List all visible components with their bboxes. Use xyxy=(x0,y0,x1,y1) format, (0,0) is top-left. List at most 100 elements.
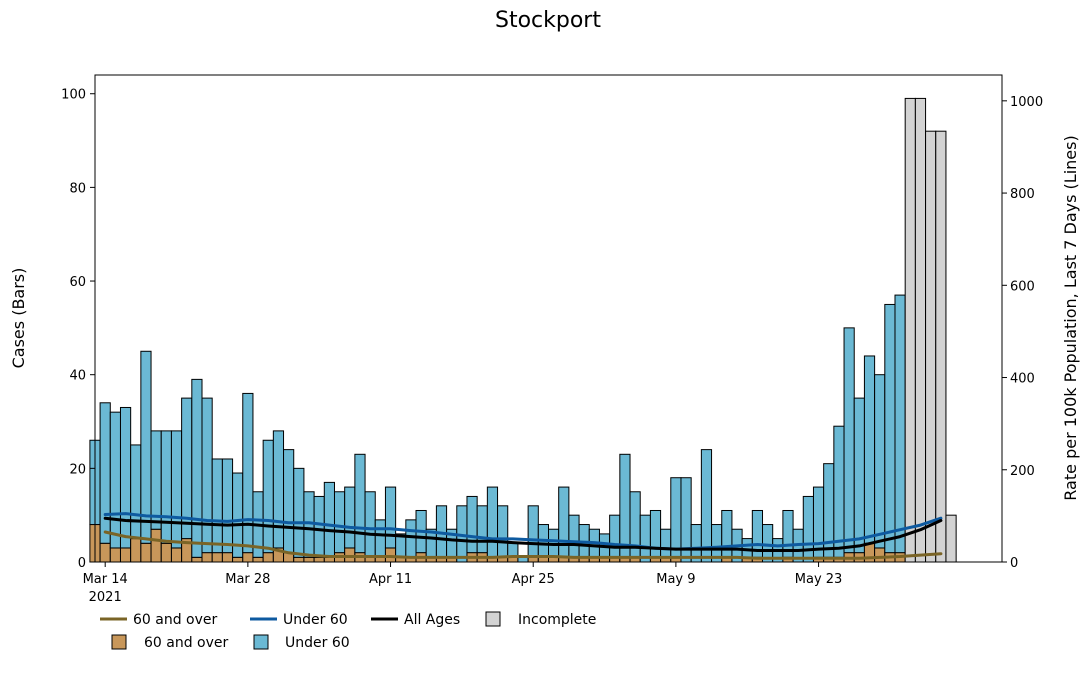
bar-under-60 xyxy=(843,327,855,554)
bar-under-60 xyxy=(486,486,499,558)
legend-bar-under-60-label: Under 60 xyxy=(285,635,350,651)
bar-under-60 xyxy=(262,439,274,554)
legend-item-line-all-ages[interactable]: All Ages xyxy=(371,612,460,628)
bar-under-60 xyxy=(660,528,672,558)
x-tick-sublabel: 2021 xyxy=(89,590,122,605)
x-tick-label: May 23 xyxy=(795,572,843,587)
bar-60-and-over xyxy=(252,556,264,563)
bar-under-60 xyxy=(568,514,580,558)
bar-60-and-over xyxy=(323,556,335,563)
y2-tick-label: 800 xyxy=(1010,187,1035,202)
bar-under-60 xyxy=(894,294,906,554)
bar-incomplete xyxy=(945,514,957,563)
legend: 60 and over Under 60 All Ages Incomplete… xyxy=(100,611,596,651)
legend-item-bar-incomplete[interactable]: Incomplete xyxy=(485,611,596,628)
y-tick-label: 0 xyxy=(78,556,86,571)
bar-60-and-over xyxy=(262,552,274,563)
legend-line-under-60-label: Under 60 xyxy=(283,612,348,628)
legend-item-bar-60-and-over[interactable]: 60 and over xyxy=(111,634,229,651)
x-tick-label: Apr 11 xyxy=(369,572,412,587)
bar-60-and-over xyxy=(293,556,305,563)
bar-under-60 xyxy=(242,392,254,554)
bar-60-and-over xyxy=(150,528,162,563)
legend-item-line-60-and-over[interactable]: 60 and over xyxy=(100,612,218,628)
bar-under-60 xyxy=(609,514,621,558)
bar-under-60 xyxy=(884,303,896,554)
bar-under-60 xyxy=(333,491,346,554)
y2-tick-label: 1000 xyxy=(1010,95,1043,110)
bar-under-60 xyxy=(497,505,509,558)
plot-frame xyxy=(94,74,1003,563)
series-line-under-60 xyxy=(103,512,943,551)
bar-under-60 xyxy=(741,538,753,558)
bar-under-60 xyxy=(527,505,539,558)
bar-incomplete xyxy=(914,97,927,563)
bar-60-and-over xyxy=(242,552,254,563)
bar-under-60 xyxy=(863,355,876,544)
chart-title: Stockport xyxy=(495,8,601,33)
x-tick-label: Mar 14 xyxy=(83,572,128,587)
bar-under-60 xyxy=(466,495,478,554)
bar-60-and-over xyxy=(537,556,549,563)
bars-layer xyxy=(89,97,957,563)
bar-under-60 xyxy=(670,477,682,558)
y-tick-label: 20 xyxy=(69,462,86,477)
bar-under-60 xyxy=(201,397,213,554)
bar-under-60 xyxy=(812,486,825,558)
bar-under-60 xyxy=(700,449,713,563)
bar-under-60 xyxy=(649,509,662,558)
bar-60-and-over xyxy=(160,542,172,563)
lines-layer xyxy=(103,512,943,560)
bar-60-and-over xyxy=(211,552,223,563)
bar-under-60 xyxy=(344,486,356,549)
bar-60-and-over xyxy=(191,556,203,563)
y2-tick-label: 0 xyxy=(1010,556,1018,571)
y2-tick-label: 600 xyxy=(1010,279,1035,294)
bar-under-60 xyxy=(802,495,814,563)
bar-under-60 xyxy=(160,430,172,544)
bar-under-60 xyxy=(130,444,142,540)
bar-60-and-over xyxy=(313,556,325,563)
y-axis-label: Cases (Bars) xyxy=(9,268,28,369)
legend-bar-60-and-over-swatch xyxy=(111,634,127,650)
bar-incomplete xyxy=(904,97,916,563)
bar-under-60 xyxy=(283,449,295,554)
x-tick-label: Mar 28 xyxy=(225,572,270,587)
series-line-all-ages xyxy=(103,516,943,552)
bar-under-60 xyxy=(191,378,203,558)
bar-incomplete xyxy=(935,130,947,563)
bar-under-60 xyxy=(323,481,335,558)
bar-60-and-over xyxy=(130,538,142,563)
bar-under-60 xyxy=(272,430,285,549)
y2-tick-label: 400 xyxy=(1010,372,1035,387)
bar-under-60 xyxy=(374,519,386,558)
y-tick-label: 40 xyxy=(69,369,86,384)
bar-under-60 xyxy=(211,458,223,554)
bar-60-and-over xyxy=(99,542,111,563)
bar-under-60 xyxy=(364,491,376,558)
bar-60-and-over xyxy=(119,547,132,563)
bar-under-60 xyxy=(119,406,132,549)
bar-under-60 xyxy=(853,397,865,554)
bar-incomplete xyxy=(925,130,937,563)
bar-under-60 xyxy=(109,411,121,549)
y-tick-label: 100 xyxy=(61,88,86,103)
legend-bar-60-and-over-label: 60 and over xyxy=(144,635,229,651)
bar-60-and-over xyxy=(221,552,234,563)
bar-under-60 xyxy=(170,430,183,549)
legend-item-line-under-60[interactable]: Under 60 xyxy=(250,612,348,628)
legend-item-bar-under-60[interactable]: Under 60 xyxy=(253,634,350,651)
bar-under-60 xyxy=(221,458,234,554)
bar-under-60 xyxy=(476,505,488,554)
x-tick-label: Apr 25 xyxy=(512,572,555,587)
x-tick-label: May 9 xyxy=(656,572,695,587)
bar-under-60 xyxy=(354,453,366,554)
legend-bar-under-60-swatch xyxy=(253,634,269,650)
bar-60-and-over xyxy=(374,556,386,563)
bar-60-and-over xyxy=(527,556,539,563)
y-tick-label: 80 xyxy=(69,181,86,196)
bar-under-60 xyxy=(558,486,570,558)
